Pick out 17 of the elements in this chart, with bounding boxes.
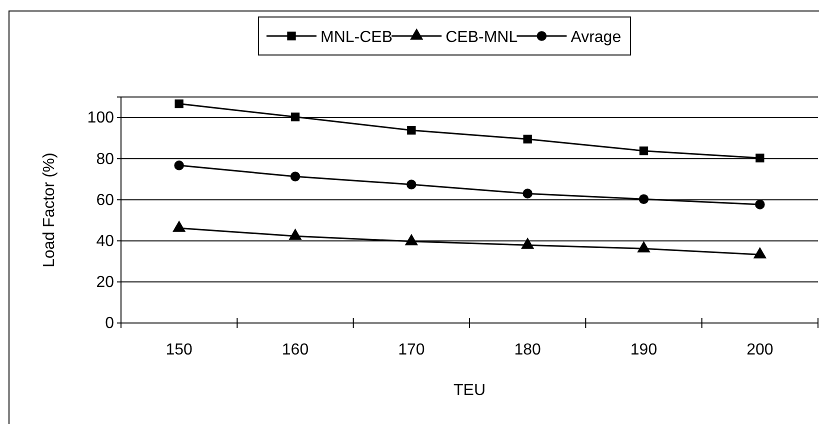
x-axis-title: TEU	[454, 382, 486, 399]
legend-label: Avrage	[570, 29, 622, 46]
y-axis-title: Load Factor (%)	[41, 152, 58, 268]
y-tick-label: 0	[105, 315, 114, 332]
x-tick-label: 180	[514, 341, 542, 358]
legend-label: MNL-CEB	[320, 29, 393, 46]
y-tick-label: 100	[87, 110, 114, 127]
x-tick-label: 150	[166, 341, 193, 358]
y-tick-label: 80	[96, 150, 114, 168]
y-tick-label: 40	[96, 232, 114, 250]
legend-label: CEB-MNL	[446, 29, 518, 46]
x-tick-label: 190	[630, 341, 658, 358]
y-tick-label: 20	[96, 274, 114, 292]
y-tick-label: 60	[96, 192, 114, 209]
x-tick-label: 170	[398, 341, 425, 358]
x-tick-label: 160	[282, 341, 309, 358]
x-tick-label: 200	[746, 341, 774, 358]
